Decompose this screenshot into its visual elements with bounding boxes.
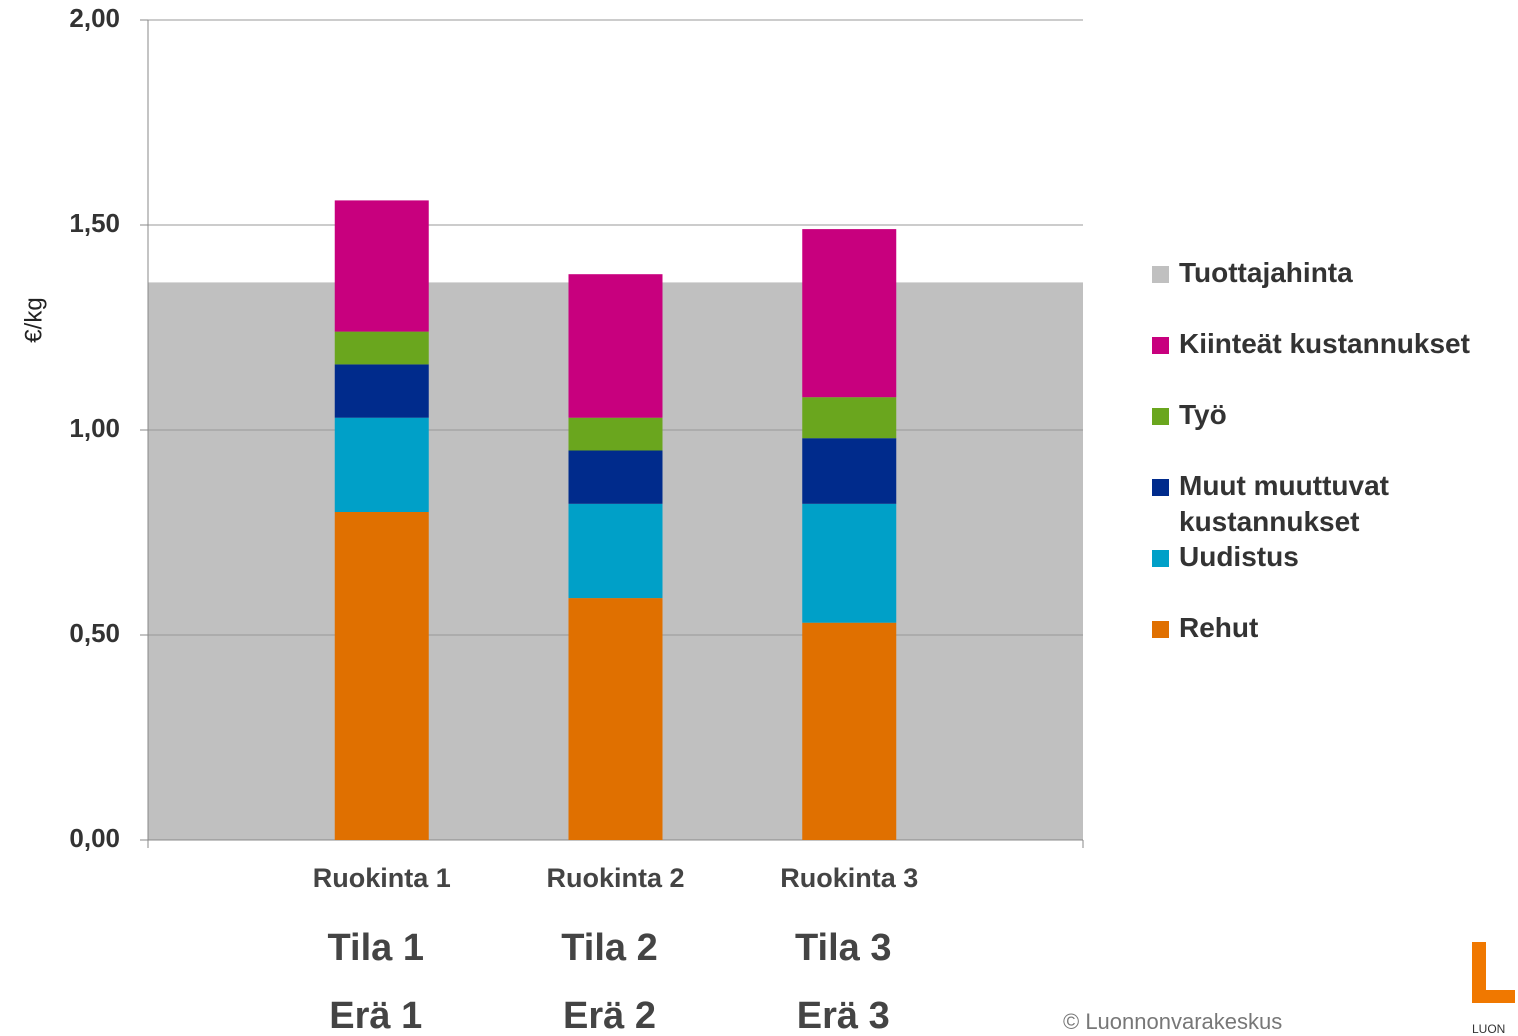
category-row-label: Erä 1 [329, 995, 422, 1036]
category-row-label: Erä 2 [563, 995, 656, 1036]
legend: Tuottajahinta Kiinteät kustannukset Työ Muu… [1152, 255, 1518, 681]
bar-segment [334, 364, 429, 418]
x-tick-label: Ruokinta 1 [313, 863, 451, 893]
legend-label: Tuottajahinta [1179, 257, 1353, 288]
legend-label: Muut muuttuvat kustannukset [1179, 470, 1389, 537]
x-tick-label: Ruokinta 3 [780, 863, 918, 893]
y-tick-label: 0,00 [69, 823, 120, 853]
bar-segment [568, 503, 663, 599]
legend-swatch [1152, 337, 1169, 354]
legend-item: Rehut [1152, 610, 1518, 681]
y-tick-label: 1,50 [69, 208, 120, 238]
logo [1472, 942, 1515, 1003]
category-row-label: Erä 3 [797, 995, 890, 1036]
bar-segment [568, 274, 663, 418]
legend-item: Uudistus [1152, 539, 1518, 610]
bar-segment [568, 598, 663, 840]
legend-swatch [1152, 266, 1169, 283]
logo-text: LUON [1472, 1022, 1505, 1036]
bar-segment [802, 503, 897, 623]
legend-label: Kiinteät kustannukset [1179, 328, 1470, 359]
category-row-label: Tila 1 [328, 927, 424, 969]
legend-item: Kiinteät kustannukset [1152, 326, 1518, 397]
bar-segment [568, 417, 663, 451]
legend-label: Rehut [1179, 612, 1259, 643]
legend-swatch [1152, 408, 1169, 425]
legend-swatch [1152, 479, 1169, 496]
legend-swatch [1152, 550, 1169, 567]
legend-item: Tuottajahinta [1152, 255, 1518, 326]
copyright: © Luonnonvarakeskus [1063, 1009, 1282, 1034]
bar-segment [334, 200, 429, 332]
bar-segment [334, 512, 429, 840]
bar-segment [802, 438, 897, 504]
bar-segment [802, 397, 897, 439]
legend-swatch [1152, 621, 1169, 638]
bar-segment [568, 450, 663, 504]
x-tick-label: Ruokinta 2 [546, 863, 684, 893]
bar-segment [334, 417, 429, 512]
bar-segment [802, 622, 897, 840]
y-tick-label: 2,00 [69, 3, 120, 33]
y-tick-label: 0,50 [69, 618, 120, 648]
bar-segment [802, 229, 897, 398]
legend-label: Uudistus [1179, 541, 1299, 572]
category-row-label: Tila 3 [795, 927, 891, 969]
legend-label: Työ [1179, 399, 1227, 430]
y-axis-label: €/kg [20, 297, 47, 342]
category-row-label: Tila 2 [561, 927, 657, 969]
legend-item: Muut muuttuvat kustannukset [1152, 468, 1518, 539]
bar-segment [334, 331, 429, 365]
y-tick-label: 1,00 [69, 413, 120, 443]
legend-item: Työ [1152, 397, 1518, 468]
